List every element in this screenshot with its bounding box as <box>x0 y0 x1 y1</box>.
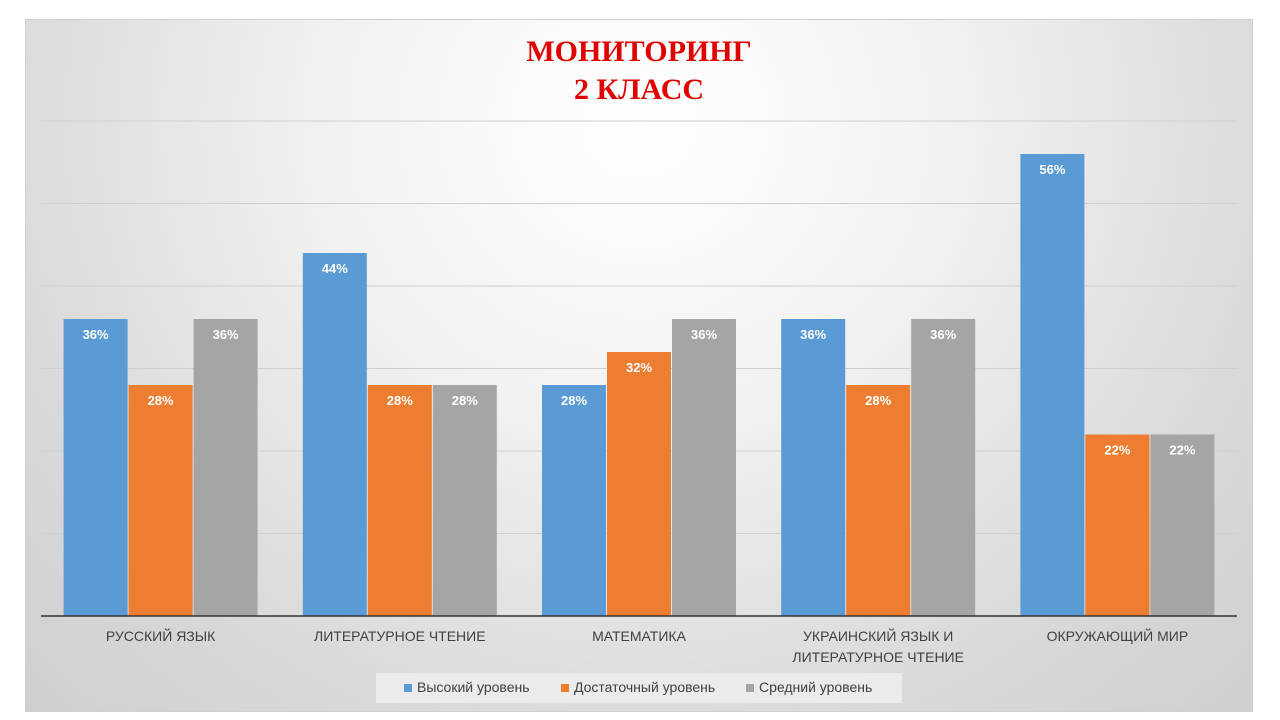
bar-2-2 <box>367 385 432 616</box>
bar-3-1 <box>193 319 258 616</box>
category-label-1: РУССКИЙ ЯЗЫК <box>106 627 216 644</box>
data-label-3-2: 28% <box>452 393 478 408</box>
bar-3-2 <box>432 385 497 616</box>
bar-1-5 <box>1020 154 1085 616</box>
data-label-2-5: 22% <box>1104 443 1130 458</box>
category-label-4: ЛИТЕРАТУРНОЕ ЧТЕНИЕ <box>792 649 964 665</box>
data-label-3-3: 36% <box>691 327 717 342</box>
legend-box <box>376 673 902 703</box>
legend-swatch-3 <box>746 684 754 692</box>
bar-2-4 <box>846 385 911 616</box>
bar-1-1 <box>63 319 128 616</box>
data-label-1-4: 36% <box>800 327 826 342</box>
bar-1-4 <box>781 319 846 616</box>
data-label-1-1: 36% <box>83 327 109 342</box>
chart-title-line-2: 2 КЛАСС <box>574 73 704 106</box>
bar-1-3 <box>542 385 606 616</box>
data-labels: 36% 28% 36% 44% 28% 28% 28% 32% 36% 36% 28% 36% 56% 2… <box>83 162 1196 458</box>
data-label-2-1: 28% <box>148 393 174 408</box>
bar-2-1 <box>128 385 193 616</box>
data-label-1-5: 56% <box>1039 162 1065 177</box>
chart-title-line-1: МОНИТОРИНГ <box>526 35 751 68</box>
data-label-3-4: 36% <box>930 327 956 342</box>
legend-swatch-1 <box>404 684 412 692</box>
data-label-3-1: 36% <box>213 327 239 342</box>
category-label-2: ЛИТЕРАТУРНОЕ ЧТЕНИЕ <box>314 628 486 644</box>
data-label-1-3: 28% <box>561 393 587 408</box>
category-label-5: ОКРУЖАЮЩИЙ МИР <box>1047 627 1189 644</box>
bar-3-4 <box>911 319 976 616</box>
chart-title: МОНИТОРИНГ 2 КЛАСС <box>526 35 751 106</box>
data-label-2-4: 28% <box>865 393 891 408</box>
data-label-2-2: 28% <box>387 393 413 408</box>
bar-2-3 <box>607 352 671 616</box>
data-label-1-2: 44% <box>322 261 348 276</box>
bar-1-2 <box>302 253 367 616</box>
bar-3-3 <box>672 319 736 616</box>
chart-frame: МОНИТОРИНГ 2 КЛАСС 36% 28% 36% 44% 28% 28% 28% 3… <box>25 19 1253 712</box>
bar-3-5 <box>1150 434 1215 616</box>
category-labels: РУССКИЙ ЯЗЫК ЛИТЕРАТУРНОЕ ЧТЕНИЕ МАТЕМАТИК… <box>106 627 1188 665</box>
legend-swatch-2 <box>561 684 569 692</box>
category-label-4: УКРАИНСКИЙ ЯЗЫК И <box>803 627 953 644</box>
data-label-2-3: 32% <box>626 360 652 375</box>
category-label-3: МАТЕМАТИКА <box>592 628 686 644</box>
legend-label-1: Высокий уровень <box>417 679 530 695</box>
legend-label-3: Средний уровень <box>759 679 872 695</box>
data-label-3-5: 22% <box>1169 443 1195 458</box>
bar-2-5 <box>1085 434 1150 616</box>
legend: Высокий уровень Достаточный уровень Средни… <box>376 673 902 703</box>
bars <box>63 154 1215 616</box>
legend-label-2: Достаточный уровень <box>574 679 715 695</box>
